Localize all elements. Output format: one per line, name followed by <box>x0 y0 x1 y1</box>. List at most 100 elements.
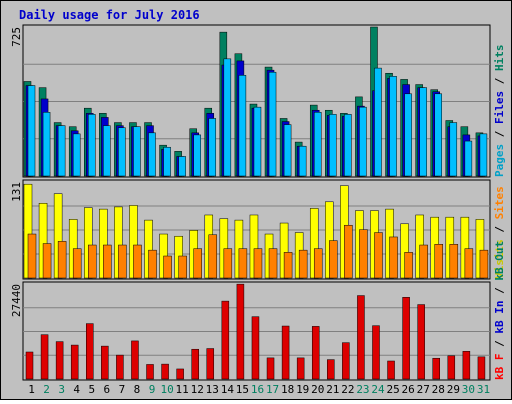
bar-visits-sites-day-18 <box>283 252 293 279</box>
bar-visits-sites-day-16 <box>253 248 263 279</box>
x-tick-label-day-9: 9 <box>149 383 156 396</box>
bar-kbytes-kb-f-day-7 <box>116 354 124 380</box>
bar-hits-pages-day-30 <box>464 140 473 177</box>
panel-kbytes: 27440 kB F / kB In / kB Out <box>10 241 506 381</box>
x-tick-label-day-2: 2 <box>43 383 50 396</box>
bar-hits-pages-day-25 <box>389 76 397 177</box>
panel-visits-ymax-label: 131 <box>10 182 23 202</box>
bar-visits-sites-day-17 <box>268 248 278 279</box>
x-tick-label-day-11: 11 <box>176 383 189 396</box>
bar-kbytes-kb-f-day-29 <box>447 355 456 380</box>
bar-kbytes-kb-f-day-25 <box>387 360 395 380</box>
x-tick-label-day-12: 12 <box>191 383 204 396</box>
bar-hits-pages-day-15 <box>238 75 247 177</box>
x-tick-label-day-7: 7 <box>119 383 126 396</box>
bar-visits-sites-day-26 <box>404 252 413 279</box>
bar-visits-sites-day-15 <box>238 248 248 279</box>
panel-hits-side-label-part: Hits <box>493 45 506 72</box>
bar-hits-pages-day-17 <box>268 71 277 177</box>
panel-hits-side-label-part: / <box>493 124 506 144</box>
bar-visits-sites-day-21 <box>329 240 338 279</box>
bar-kbytes-kb-f-day-28 <box>432 357 440 380</box>
bar-hits-pages-day-20 <box>313 112 322 177</box>
bar-visits-sites-day-23 <box>359 229 368 279</box>
x-tick-label-day-26: 26 <box>402 383 415 396</box>
bar-hits-pages-day-31 <box>479 133 488 177</box>
x-tick-label-day-14: 14 <box>221 383 235 396</box>
bar-hits-pages-day-9 <box>148 132 156 177</box>
panel-hits-side-label: Pages / Files / Hits <box>493 45 506 178</box>
bar-visits-sites-day-30 <box>464 248 474 279</box>
bar-hits-pages-day-3 <box>57 125 66 177</box>
x-tick-label-day-25: 25 <box>386 383 399 396</box>
bar-kbytes-kb-f-day-19 <box>296 357 305 380</box>
bar-hits-pages-day-22 <box>344 114 352 177</box>
panel-kbytes-side-label-part: kB F <box>493 354 506 381</box>
x-tick-label-day-4: 4 <box>73 383 80 396</box>
bar-kbytes-kb-f-day-17 <box>266 357 275 380</box>
x-tick-label-day-27: 27 <box>417 383 430 396</box>
x-tick-label-day-31: 31 <box>477 383 490 396</box>
bar-visits-sites-day-14 <box>223 248 233 279</box>
bar-kbytes-kb-f-day-15 <box>236 283 245 380</box>
x-tick-label-day-15: 15 <box>236 383 249 396</box>
bar-hits-pages-day-18 <box>283 124 292 177</box>
x-tick-label-day-6: 6 <box>104 383 111 396</box>
x-tick-label-day-19: 19 <box>296 383 309 396</box>
bar-kbytes-kb-f-day-6 <box>101 345 109 380</box>
bar-hits-pages-day-6 <box>103 125 111 177</box>
bar-kbytes-kb-f-day-21 <box>327 359 335 380</box>
panel-kbytes-side-label-part: / <box>493 281 506 301</box>
panel-visits: 131 Visits / Sites <box>10 179 506 280</box>
panel-hits: 725 Pages / Files / Hits <box>10 24 506 178</box>
x-tick-label-day-1: 1 <box>28 383 35 396</box>
panel-visits-side-label-part: Visits <box>493 239 506 279</box>
x-tick-label-day-16: 16 <box>251 383 264 396</box>
bar-hits-pages-day-5 <box>88 114 96 177</box>
panel-kbytes-side-label-part: kB In <box>493 301 506 334</box>
bar-visits-sites-day-22 <box>344 224 353 279</box>
bar-visits-sites-day-29 <box>449 244 459 279</box>
panel-hits-side-label-part: Files <box>493 91 506 124</box>
x-axis: 1 2 3 4 5 6 7 8 9 10 11 12 13 14 15 16 17 18 19 20 21 22 23 24 2… <box>28 383 490 396</box>
bar-hits-pages-day-16 <box>253 106 262 177</box>
x-tick-label-day-5: 5 <box>88 383 95 396</box>
panel-visits-side-label-part: Sites <box>493 186 506 219</box>
x-tick-label-day-3: 3 <box>58 383 65 396</box>
bar-hits-pages-day-10 <box>163 146 171 177</box>
bar-hits-pages-day-29 <box>449 122 458 177</box>
bar-kbytes-kb-f-day-1 <box>25 351 34 380</box>
x-tick-label-day-22: 22 <box>341 383 354 396</box>
panel-hits-side-label-part: Pages <box>493 144 506 177</box>
bar-hits-pages-day-14 <box>223 58 232 177</box>
x-tick-label-day-28: 28 <box>432 383 445 396</box>
bar-hits-pages-day-7 <box>118 127 126 177</box>
bar-hits-pages-day-8 <box>133 126 141 177</box>
bar-hits-pages-day-27 <box>419 87 427 177</box>
bar-kbytes-kb-f-day-2 <box>40 334 49 380</box>
bar-hits-pages-day-21 <box>329 114 337 177</box>
panel-hits-side-label-part: / <box>493 71 506 91</box>
bar-hits-pages-day-2 <box>42 112 51 177</box>
bar-visits-sites-day-10 <box>163 255 172 279</box>
bar-visits-sites-day-11 <box>178 255 187 279</box>
bar-hits-pages-day-19 <box>298 145 307 177</box>
bar-hits-pages-day-23 <box>359 106 367 177</box>
bar-hits-pages-day-24 <box>374 67 382 177</box>
bar-visits-sites-day-2 <box>42 243 52 279</box>
bar-hits-pages-day-1 <box>27 85 36 177</box>
bar-visits-sites-day-7 <box>118 244 127 279</box>
panel-kbytes-side-label-part: kB Out <box>493 241 506 281</box>
bar-kbytes-kb-f-day-16 <box>251 316 260 380</box>
bar-kbytes-kb-f-day-18 <box>281 325 290 380</box>
bar-kbytes-kb-f-day-3 <box>55 341 64 380</box>
chart-panels: 725 Pages / Files / Hits 131 Visits / Sites… <box>10 24 506 381</box>
bar-visits-sites-day-19 <box>298 249 308 279</box>
bar-visits-sites-day-13 <box>208 234 218 279</box>
bar-visits-sites-day-9 <box>148 249 157 279</box>
bar-hits-pages-day-11 <box>178 156 186 177</box>
bar-hits-pages-day-26 <box>404 93 412 177</box>
x-tick-label-day-23: 23 <box>356 383 369 396</box>
